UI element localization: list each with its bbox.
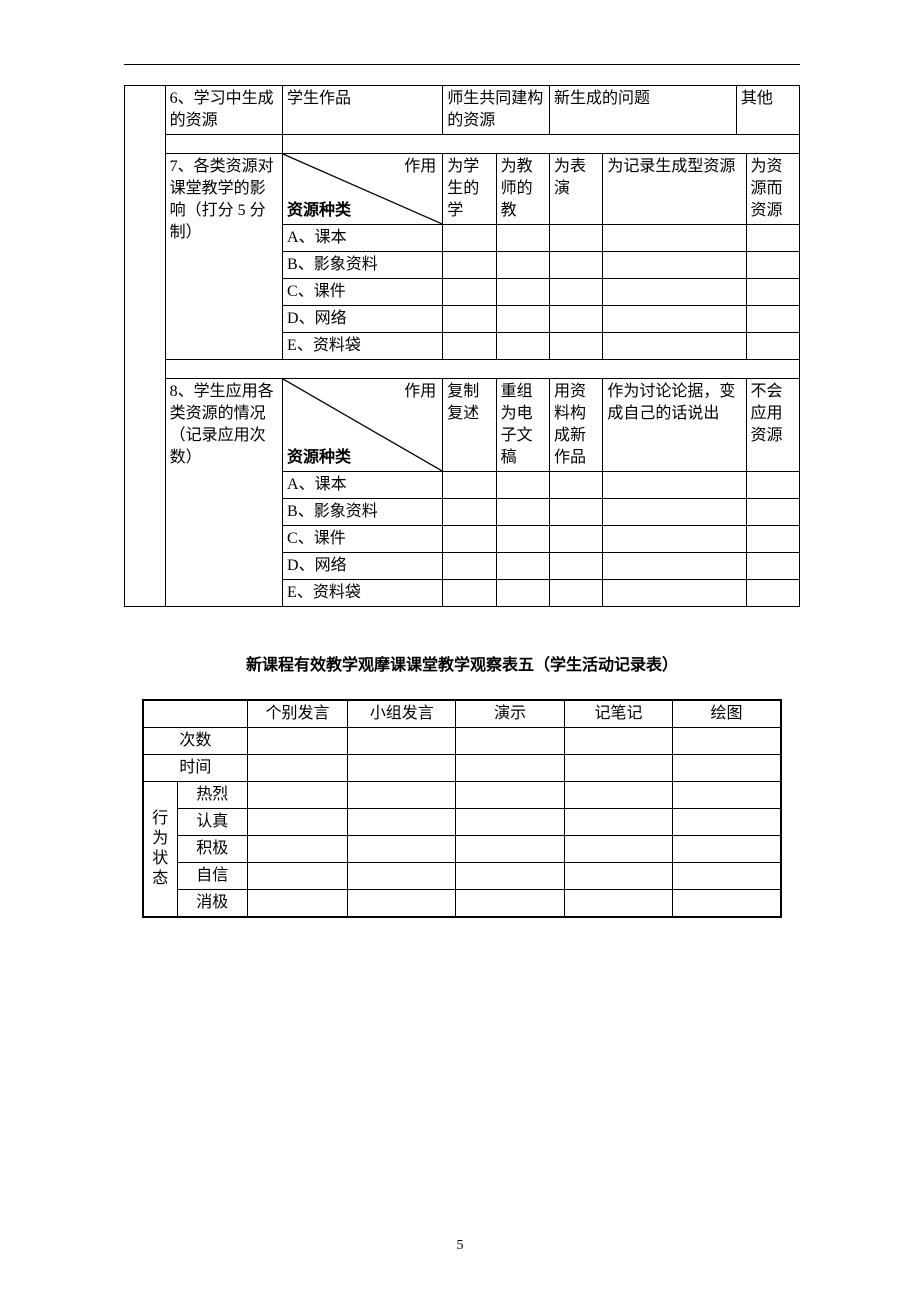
table-row xyxy=(125,360,800,379)
row8-h5: 不会应用资源 xyxy=(746,379,799,472)
table-row: 积极 xyxy=(143,836,781,863)
student-activity-table: 个别发言 小组发言 演示 记笔记 绘图 次数 时间 行为状态 热烈 认真 积极 … xyxy=(142,699,782,918)
table-row: 消极 xyxy=(143,890,781,918)
document-page: 6、学习中生成的资源 学生作品 师生共同建构的资源 新生成的问题 其他 7、各类… xyxy=(0,0,920,1302)
table-row: 时间 xyxy=(143,755,781,782)
header-rule xyxy=(124,64,800,65)
page-number: 5 xyxy=(0,1238,920,1254)
table-row: 6、学习中生成的资源 学生作品 师生共同建构的资源 新生成的问题 其他 xyxy=(125,86,800,135)
row6-c1: 学生作品 xyxy=(283,86,443,135)
row8-h2: 重组为电子文稿 xyxy=(496,379,549,472)
table-row: 7、各类资源对课堂教学的影响（打分 5 分制） 作用 资源种类 为学生的学 为教… xyxy=(125,154,800,225)
row7-h2: 为教师的教 xyxy=(496,154,549,225)
row7-h5: 为资源而资源 xyxy=(746,154,799,225)
table-row: 认真 xyxy=(143,809,781,836)
resource-table: 6、学习中生成的资源 学生作品 师生共同建构的资源 新生成的问题 其他 7、各类… xyxy=(124,85,800,607)
table-row: 个别发言 小组发言 演示 记笔记 绘图 xyxy=(143,700,781,728)
row6-c3: 新生成的问题 xyxy=(550,86,737,135)
row6-c4: 其他 xyxy=(736,86,799,135)
row6-label: 6、学习中生成的资源 xyxy=(165,86,282,135)
row6-c2: 师生共同建构的资源 xyxy=(443,86,550,135)
table-row: 8、学生应用各类资源的情况（记录应用次数） 作用 资源种类 复制复述 重组为电子… xyxy=(125,379,800,472)
row8-label: 8、学生应用各类资源的情况（记录应用次数） xyxy=(165,379,282,607)
section-title: 新课程有效教学观摩课课堂教学观察表五（学生活动记录表） xyxy=(124,651,800,675)
diagonal-header: 作用 资源种类 xyxy=(283,154,443,225)
row8-h3: 用资料构成新作品 xyxy=(550,379,603,472)
table-row xyxy=(125,135,800,154)
row7-label: 7、各类资源对课堂教学的影响（打分 5 分制） xyxy=(165,154,282,360)
diag-bot-label: 资源种类 xyxy=(287,200,351,222)
table-row: 自信 xyxy=(143,863,781,890)
row7-h1: 为学生的学 xyxy=(443,154,496,225)
row7-h4: 为记录生成型资源 xyxy=(603,154,746,225)
diag-top-label: 作用 xyxy=(404,156,436,178)
diag-bot-label: 资源种类 xyxy=(287,447,351,469)
table-row: 次数 xyxy=(143,728,781,755)
row7-h3: 为表演 xyxy=(550,154,603,225)
diag-top-label: 作用 xyxy=(404,381,436,403)
row8-h1: 复制复述 xyxy=(443,379,496,472)
row8-h4: 作为讨论论据，变成自己的话说出 xyxy=(603,379,746,472)
table-row: 行为状态 热烈 xyxy=(143,782,781,809)
left-margin-cell xyxy=(125,86,166,607)
diagonal-header: 作用 资源种类 xyxy=(283,379,443,472)
